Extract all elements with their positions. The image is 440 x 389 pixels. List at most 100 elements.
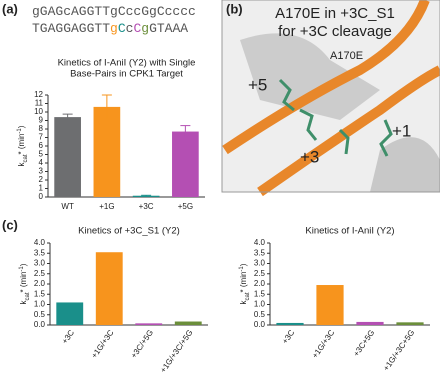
bar <box>276 322 304 325</box>
y-tick-label: 10 <box>34 107 43 116</box>
image-title: A170E in +3C_S1 <box>275 5 395 22</box>
y-tick-label: 3 <box>39 167 44 176</box>
bar <box>54 117 81 197</box>
bar <box>135 323 163 325</box>
x-tick-label: +1G/+3C+5G <box>382 328 417 372</box>
y-tick-label: 2.5 <box>34 269 46 278</box>
sequence-part: TGAGGAGGTT <box>32 21 110 36</box>
y-tick-label: 1.0 <box>34 300 46 309</box>
dna-backbone <box>222 0 430 155</box>
y-axis-label-part: k <box>17 161 26 166</box>
x-tick-label: WT <box>61 202 74 211</box>
y-tick-label: 0.5 <box>34 310 46 319</box>
y-tick-label: 2 <box>39 175 44 184</box>
y-tick-label: 0 <box>39 192 44 201</box>
bar <box>174 321 202 325</box>
chart-title: Kinetics of I-AniI (Y2) with Single <box>58 58 196 69</box>
y-axis-label-part: cat <box>245 292 251 300</box>
y-tick-label: 1 <box>39 184 44 193</box>
panel-label: (b) <box>226 1 243 16</box>
y-tick-label: 7 <box>39 133 44 142</box>
structure-image <box>222 0 440 197</box>
panel-label: (c) <box>2 217 18 232</box>
y-axis-label-part: -1 <box>19 266 25 272</box>
image-label: +1 <box>392 121 411 140</box>
nucleotide <box>338 128 350 155</box>
y-axis-label-part: ) <box>239 263 248 266</box>
y-tick-label: 9 <box>39 116 44 125</box>
sequence-part: c <box>126 21 134 36</box>
y-tick-label: 3.0 <box>34 259 46 268</box>
y-axis-label-part: ) <box>17 125 26 128</box>
panel-label: (a) <box>2 1 18 16</box>
image-title: for +3C cleavage <box>278 23 392 40</box>
y-tick-label: 1.5 <box>254 289 266 298</box>
bar <box>95 252 123 325</box>
bar <box>316 285 344 325</box>
sequence-part: g <box>141 21 149 36</box>
image-label: A170E <box>330 50 363 62</box>
y-axis-label-part: * (min <box>17 134 26 155</box>
x-tick-label: +1G/+3C <box>310 328 336 360</box>
y-tick-label: 0.5 <box>254 310 266 319</box>
chart-title: Base-Pairs in CPK1 Target <box>70 69 183 80</box>
y-tick-label: 3.0 <box>254 259 266 268</box>
sequence-part: C <box>133 21 141 36</box>
y-axis-label-part: ) <box>19 263 28 266</box>
error-bar <box>141 194 152 197</box>
x-tick-label: +3C/+5G <box>129 328 155 360</box>
y-axis-label-part: k <box>19 299 28 304</box>
y-tick-label: 4.0 <box>254 238 266 247</box>
y-tick-label: 4.0 <box>34 238 46 247</box>
protein-ribbon <box>370 137 440 192</box>
y-axis-label-part: -1 <box>239 266 245 272</box>
image-label: +5 <box>248 75 267 94</box>
dna-backbone <box>257 65 440 197</box>
bar <box>132 195 160 197</box>
y-tick-label: 1.0 <box>254 300 266 309</box>
x-tick-label: +3C+5G <box>352 328 377 358</box>
y-tick-label: 3.5 <box>254 248 266 257</box>
image-frame <box>221 0 440 193</box>
chart-title: Kinetics of +3C_S1 (Y2) <box>78 226 180 237</box>
nucleotide <box>299 108 318 141</box>
y-tick-label: 1.5 <box>34 289 46 298</box>
y-tick-label: 6 <box>39 141 44 150</box>
sequence-part: GTAAA <box>149 21 188 36</box>
y-tick-label: 2.0 <box>34 279 46 288</box>
y-tick-label: 2.5 <box>254 269 266 278</box>
y-axis-label-part: * (min <box>19 272 28 293</box>
y-tick-label: 12 <box>34 90 43 99</box>
sequence-part: gGAGcAGGTTgCccGgCcccc <box>32 4 196 19</box>
x-tick-label: +1G/+3C/+5G <box>159 328 195 374</box>
x-tick-label: +3C <box>60 328 76 346</box>
y-tick-label: 8 <box>39 124 44 133</box>
error-bar <box>101 94 112 119</box>
y-axis-label-part: k <box>239 299 248 304</box>
sequence-part: C <box>118 21 126 36</box>
y-axis-label-part: cat <box>25 292 31 300</box>
protein-ribbon <box>240 33 380 121</box>
bar <box>56 302 84 325</box>
y-axis-label-part: cat <box>23 154 29 162</box>
sequence: TGAGGAGGTTgCcCgGTAAA <box>32 21 188 36</box>
x-tick-label: +5G <box>178 202 193 211</box>
x-tick-label: +3C <box>280 328 296 346</box>
y-tick-label: 5 <box>39 150 44 159</box>
y-axis-label: kcat* (min-1) <box>239 263 251 304</box>
y-axis-label: kcat* (min-1) <box>17 125 29 166</box>
y-axis-label: kcat* (min-1) <box>19 263 31 304</box>
x-tick-label: +3C <box>139 202 154 211</box>
bar <box>396 322 424 325</box>
nucleotide <box>379 119 393 157</box>
y-tick-label: 3.5 <box>34 248 46 257</box>
y-axis-label-part: -1 <box>17 128 23 134</box>
x-tick-label: +1G/+3C <box>90 328 116 360</box>
sequence-part: g <box>110 21 118 36</box>
error-bar <box>180 125 191 138</box>
error-bar <box>62 113 73 121</box>
y-tick-label: 0.0 <box>34 320 46 329</box>
sequence: gGAGcAGGTTgCccGgCcccc <box>32 4 196 19</box>
y-axis-label-part: * (min <box>239 272 248 293</box>
